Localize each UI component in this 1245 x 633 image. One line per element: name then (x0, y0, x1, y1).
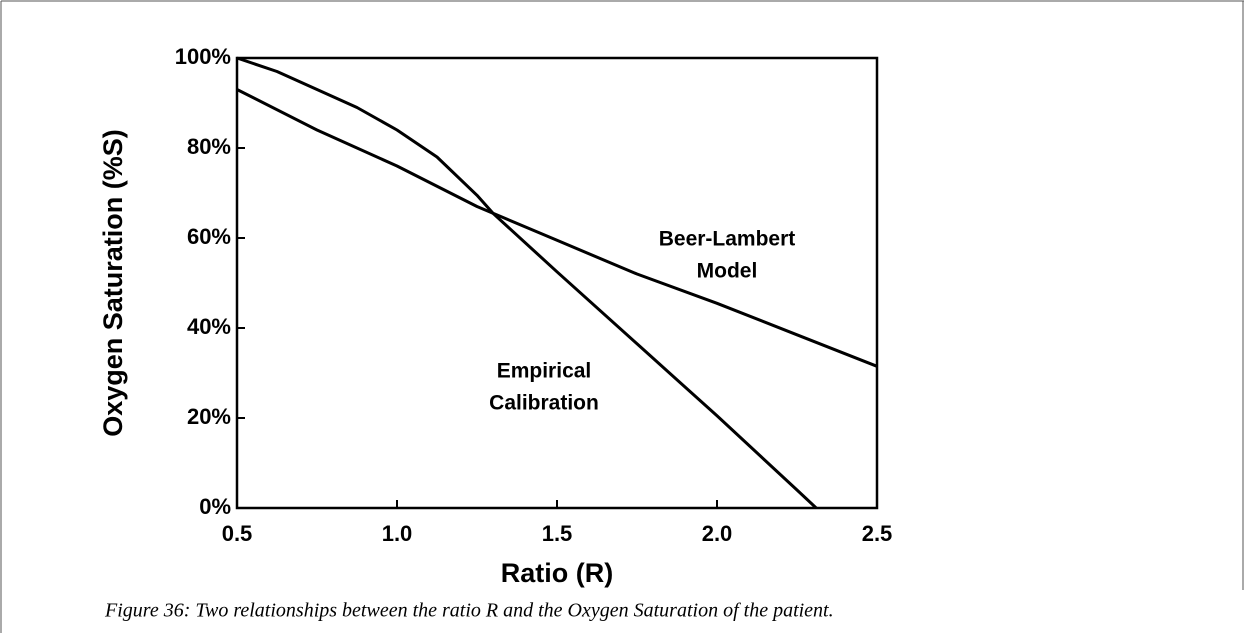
y-tick-label: 80% (187, 134, 231, 159)
y-tick-label: 40% (187, 314, 231, 339)
series-line (236, 88, 878, 368)
y-axis-label: Oxygen Saturation (%S) (98, 129, 128, 437)
series-line (236, 56, 818, 510)
caption: Figure 36: Two relationships between the… (104, 600, 834, 622)
y-tick-label: 20% (187, 404, 231, 429)
annotation: Beer-Lambert (659, 228, 796, 251)
x-tick-label: 1.5 (542, 521, 573, 546)
annotation: Empirical (497, 360, 592, 383)
y-tick-label: 100% (175, 44, 231, 69)
x-tick-label: 2.5 (862, 521, 893, 546)
annotation: Calibration (489, 392, 599, 415)
x-tick-label: 1.0 (382, 521, 413, 546)
annotation: Model (697, 260, 758, 283)
y-tick-label: 60% (187, 224, 231, 249)
x-tick-label: 2.0 (702, 521, 733, 546)
plot-frame (235, 56, 879, 510)
y-tick-label: 0% (199, 494, 231, 519)
x-tick-label: 0.5 (222, 521, 253, 546)
x-axis-label: Ratio (R) (501, 558, 613, 588)
